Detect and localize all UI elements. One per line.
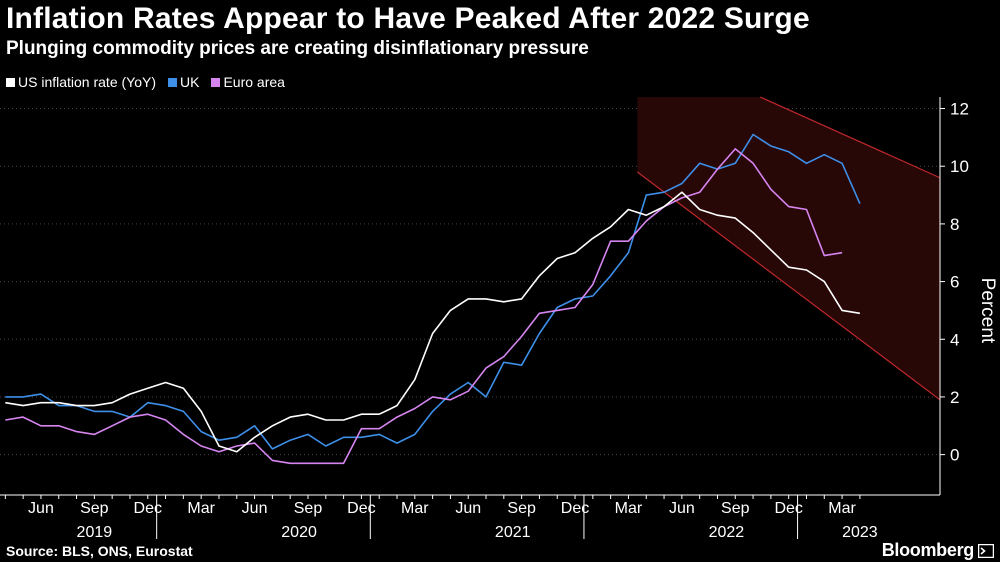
x-tick-label-dec: Dec	[347, 500, 375, 517]
x-tick-label-dec: Dec	[134, 500, 162, 517]
x-tick-label-sep: Sep	[721, 500, 750, 517]
x-tick-label-jun: Jun	[669, 500, 695, 517]
legend-label-us: US inflation rate (YoY)	[18, 74, 156, 90]
legend-swatch-euro	[211, 77, 221, 87]
x-tick-label-dec: Dec	[561, 500, 589, 517]
series-line-us	[5, 191, 861, 453]
legend-item-euro: Euro area	[211, 74, 285, 90]
legend-swatch-uk	[168, 77, 177, 87]
x-tick-label-sep: Sep	[294, 500, 323, 517]
x-tick-label-mar: Mar	[615, 500, 643, 517]
x-tick-label-mar: Mar	[828, 500, 856, 517]
x-tick-label-mar: Mar	[187, 500, 215, 517]
y-tick-label-12: 12	[950, 100, 969, 119]
y-axis-title: Percent	[977, 278, 998, 344]
y-tick-label-4: 4	[950, 330, 959, 349]
legend-item-uk: UK	[168, 74, 199, 90]
chart-subtitle: Plunging commodity prices are creating d…	[6, 38, 589, 59]
source-note: Source: BLS, ONS, Eurostat	[6, 543, 193, 559]
legend-label-euro: Euro area	[223, 74, 285, 90]
x-tick-label-jun: Jun	[28, 500, 54, 517]
x-tick-label-sep: Sep	[507, 500, 536, 517]
x-tick-label-jun: Jun	[455, 500, 481, 517]
bloomberg-logo: Bloomberg	[881, 540, 975, 560]
x-tick-label-sep: Sep	[80, 500, 109, 517]
y-tick-label-2: 2	[950, 388, 959, 407]
legend-label-uk: UK	[180, 74, 200, 90]
band-upper-edge	[759, 96, 941, 179]
x-tick-label-jun: Jun	[242, 500, 268, 517]
x-year-label-2020: 2020	[281, 524, 317, 541]
legend-item-us: US inflation rate (YoY)	[6, 74, 156, 90]
y-tick-label-0: 0	[950, 446, 959, 465]
terminal-icon	[978, 544, 994, 558]
x-tick-label-mar: Mar	[401, 500, 429, 517]
peak-band	[637, 97, 940, 400]
chart-title: Inflation Rates Appear to Have Peaked Af…	[6, 2, 810, 35]
x-year-label-2022: 2022	[709, 524, 745, 541]
series-line-euro	[5, 148, 843, 465]
y-tick-label-8: 8	[950, 215, 959, 234]
x-year-label-2021: 2021	[495, 524, 531, 541]
x-year-label-2019: 2019	[77, 524, 113, 541]
x-tick-label-dec: Dec	[774, 500, 802, 517]
y-tick-label-6: 6	[950, 273, 959, 292]
legend: US inflation rate (YoY) UK Euro area	[6, 74, 285, 90]
x-year-label-2023: 2023	[842, 524, 878, 541]
legend-swatch-us	[6, 77, 15, 87]
y-tick-label-10: 10	[950, 157, 969, 176]
band-lower-edge	[636, 171, 941, 401]
